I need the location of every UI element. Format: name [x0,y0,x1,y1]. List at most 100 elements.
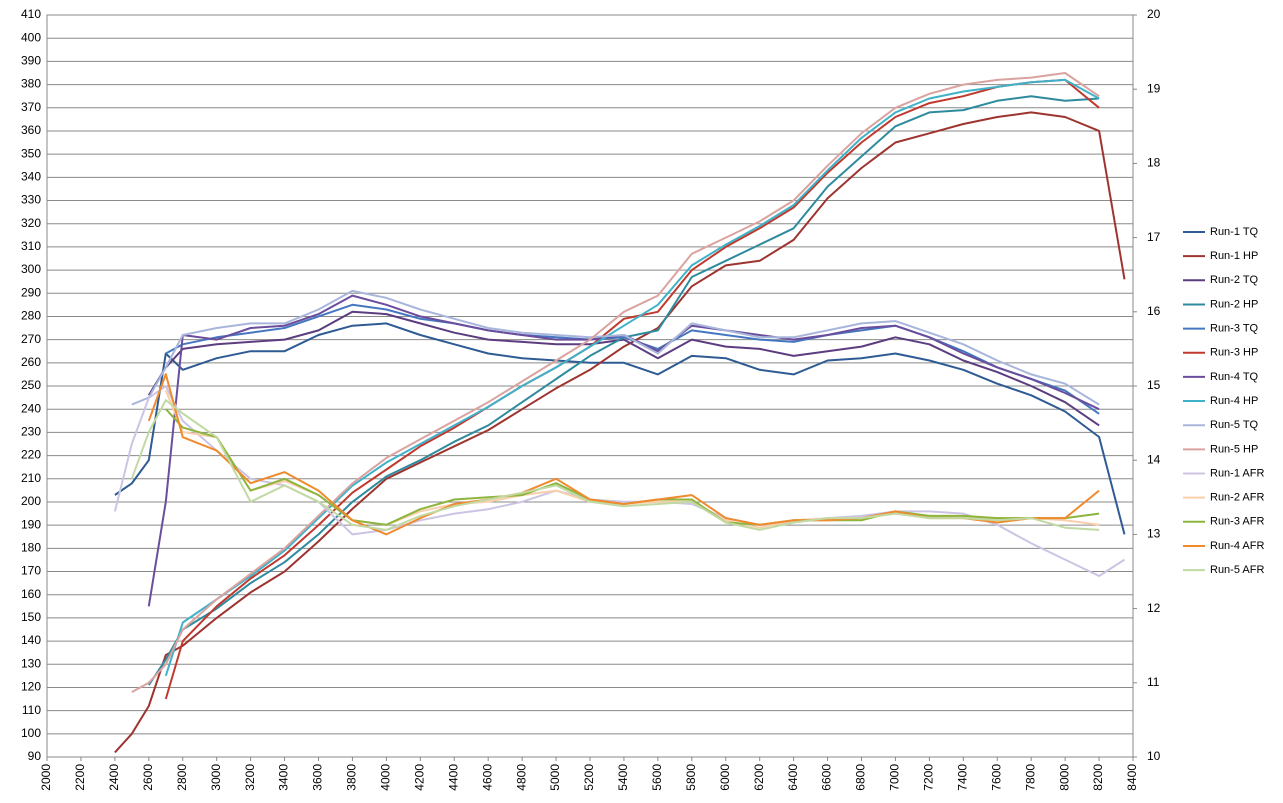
legend-label: Run-4 TQ [1210,371,1259,383]
series-line [113,385,1126,577]
legend-label: Run-3 TQ [1210,323,1259,335]
legend-label: Run-3 HP [1210,347,1258,359]
y-tick-label: 200 [21,494,41,508]
x-tick-label: 3600 [311,764,325,791]
legend-label: Run-4 AFR [1210,540,1264,552]
y2-tick-label: 16 [1147,304,1161,318]
x-tick-label: 6000 [718,764,732,791]
x-tick-label: 3400 [277,764,291,791]
series-line [165,408,1100,526]
x-tick-label: 4400 [446,764,460,791]
series-line [114,322,1126,535]
x-tick-label: 2600 [141,764,155,791]
series-line [164,390,1100,529]
y2-tick-label: 18 [1147,156,1161,170]
legend-label: Run-3 AFR [1210,516,1264,528]
y-tick-label: 160 [21,587,41,601]
y-tick-label: 340 [21,169,41,183]
y-tick-label: 260 [21,355,41,369]
x-tick-label: 2800 [175,764,189,791]
y2-tick-label: 12 [1147,601,1161,615]
x-tick-label: 8400 [1125,764,1139,791]
x-tick-label: 3200 [243,764,257,791]
x-tick-label: 7400 [955,764,969,791]
x-tick-label: 4600 [480,764,494,791]
y-tick-label: 380 [21,77,41,91]
x-tick-label: 7600 [989,764,1003,791]
series-line [147,310,1100,427]
y2-tick-label: 11 [1147,675,1160,689]
y-tick-label: 90 [28,749,42,763]
y-tick-label: 240 [21,401,41,415]
y-tick-label: 360 [21,123,41,137]
y2-tick-label: 14 [1147,452,1161,466]
legend-label: Run-1 TQ [1210,226,1259,238]
y2-tick-label: 10 [1147,749,1161,763]
y-tick-label: 220 [21,448,41,462]
legend-label: Run-2 HP [1210,298,1258,310]
x-tick-label: 6800 [854,764,868,791]
x-tick-label: 6200 [752,764,766,791]
legend-label: Run-2 AFR [1210,492,1264,504]
x-tick-label: 2400 [107,764,121,791]
series-line [114,111,1126,754]
x-tick-label: 6600 [820,764,834,791]
x-tick-label: 7000 [888,764,902,791]
y-tick-label: 150 [21,610,41,624]
x-tick-label: 3800 [345,764,359,791]
y-tick-label: 140 [21,633,41,647]
legend-label: Run-4 HP [1210,395,1258,407]
series-line [164,78,1100,700]
series-line [131,72,1100,693]
y2-tick-label: 17 [1147,230,1161,244]
y-tick-label: 170 [21,564,41,578]
legend-label: Run-2 TQ [1210,274,1259,286]
series-line [130,399,1100,531]
y-tick-label: 120 [21,680,41,694]
series-line [147,95,1100,686]
y2-tick-label: 19 [1147,81,1161,95]
x-tick-label: 5400 [616,764,630,791]
y-tick-label: 290 [21,285,41,299]
y-tick-label: 330 [21,193,41,207]
series-line [164,78,1100,677]
x-tick-label: 2000 [39,764,53,791]
y-tick-label: 230 [21,425,41,439]
x-tick-label: 6400 [786,764,800,791]
y2-tick-label: 13 [1147,527,1161,541]
legend-label: Run-5 AFR [1210,564,1264,576]
series-line [131,289,1100,406]
legend-label: Run-5 TQ [1210,419,1259,431]
x-tick-label: 7800 [1023,764,1037,791]
y-tick-label: 280 [21,309,41,323]
series-line [147,373,1100,536]
y-tick-label: 270 [21,332,41,346]
legend-label: Run-5 HP [1210,443,1258,455]
y-tick-label: 400 [21,30,41,44]
x-tick-label: 4000 [379,764,393,791]
y-tick-label: 350 [21,146,41,160]
x-tick-label: 2200 [73,764,87,791]
y2-tick-label: 15 [1147,378,1161,392]
x-tick-label: 5600 [650,764,664,791]
y-tick-label: 300 [21,262,41,276]
y-tick-label: 100 [21,726,41,740]
y-tick-label: 130 [21,656,41,670]
x-tick-label: 8000 [1057,764,1071,791]
x-tick-label: 5800 [684,764,698,791]
legend-label: Run-1 HP [1210,250,1258,262]
x-tick-label: 7200 [922,764,936,791]
x-tick-label: 5000 [548,764,562,791]
y-tick-label: 110 [22,703,41,717]
y-tick-label: 310 [21,239,41,253]
x-tick-label: 3000 [209,764,223,791]
y-tick-label: 410 [21,7,41,21]
y-tick-label: 320 [21,216,41,230]
x-tick-label: 4800 [514,764,528,791]
y-tick-label: 370 [21,100,41,114]
legend-label: Run-1 AFR [1210,467,1264,479]
y-tick-label: 190 [21,517,41,531]
y2-tick-label: 20 [1147,7,1161,21]
x-tick-label: 4200 [412,764,426,791]
